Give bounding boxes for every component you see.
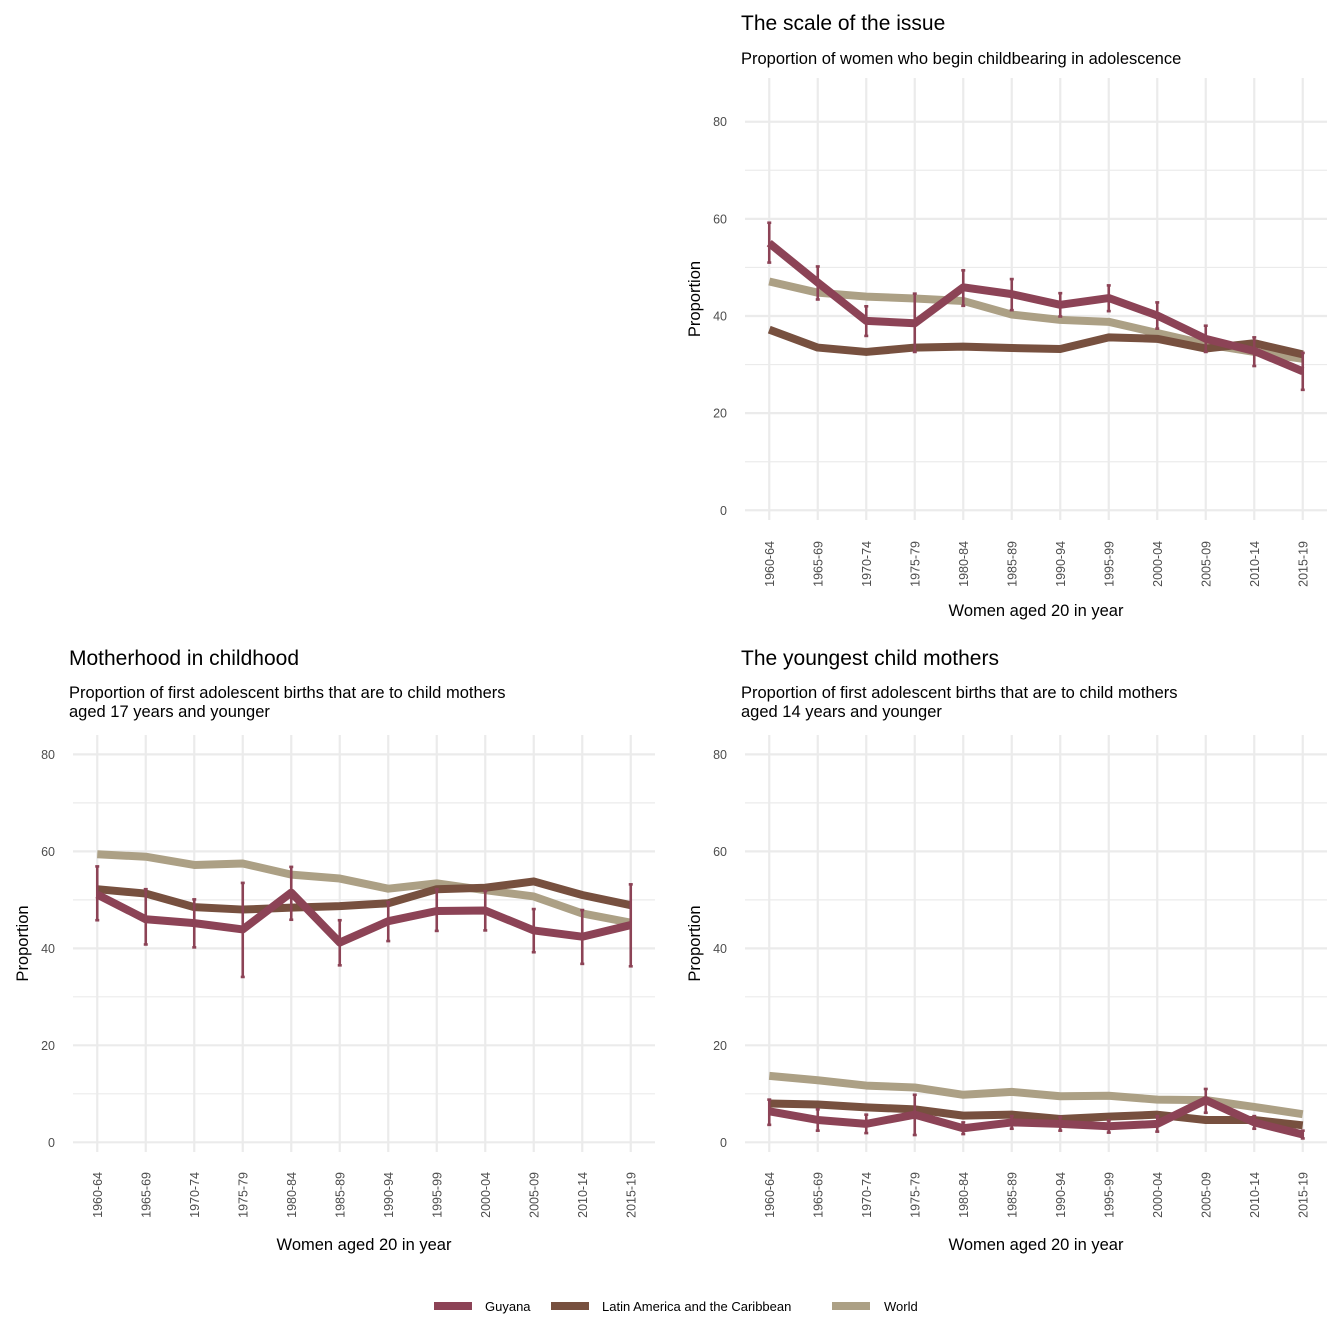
x-tick-label: 2010-14 [1248, 1172, 1262, 1218]
legend-label: Latin America and the Caribbean [602, 1299, 791, 1314]
y-tick-label: 80 [41, 748, 55, 762]
panel-subtitle: Proportion of first adolescent births th… [741, 684, 1178, 702]
y-axis-label: Proportion [686, 261, 704, 337]
x-tick-label: 2000-04 [1151, 1172, 1165, 1218]
x-tick-label: 1970-74 [860, 541, 874, 587]
x-tick-label: 1965-69 [139, 1172, 153, 1218]
x-tick-label: 1995-99 [1102, 1172, 1116, 1218]
x-tick-label: 1980-84 [957, 1172, 971, 1218]
x-tick-label: 1985-89 [1005, 541, 1019, 587]
panel-title: The youngest child mothers [741, 647, 999, 670]
panel-title: The scale of the issue [741, 12, 945, 35]
x-tick-label: 1960-64 [91, 1172, 105, 1218]
x-tick-label: 2010-14 [1248, 541, 1262, 587]
x-tick-label: 2015-19 [624, 1172, 638, 1218]
x-tick-label: 1965-69 [811, 541, 825, 587]
y-axis-label: Proportion [14, 905, 32, 981]
y-tick-label: 60 [713, 212, 727, 226]
y-tick-label: 0 [720, 504, 727, 518]
panel-subtitle: Proportion of first adolescent births th… [69, 684, 506, 702]
x-tick-label: 2015-19 [1296, 1172, 1310, 1218]
x-tick-label: 1975-79 [236, 1172, 250, 1218]
series-line [97, 850, 632, 927]
x-tick-label: 1960-64 [763, 541, 777, 587]
x-axis-label: Women aged 20 in year [949, 1236, 1124, 1254]
x-tick-label: 1960-64 [763, 1172, 777, 1218]
x-tick-label: 2005-09 [1199, 541, 1213, 587]
series-line [769, 1099, 1304, 1130]
series-line [768, 1096, 1304, 1139]
y-axis-label: Proportion [686, 905, 704, 981]
x-tick-label: 1990-94 [382, 1172, 396, 1218]
series-latin-america-and-the-caribbean [767, 325, 1304, 359]
grid [745, 735, 1327, 1152]
x-tick-label: 2005-09 [527, 1172, 541, 1218]
legend-label: World [884, 1299, 918, 1314]
y-tick-label: 60 [41, 845, 55, 859]
y-tick-label: 20 [713, 1039, 727, 1053]
x-tick-label: 1995-99 [430, 1172, 444, 1218]
series-line [95, 888, 632, 947]
x-tick-label: 1965-69 [811, 1172, 825, 1218]
x-tick-label: 2000-04 [1151, 541, 1165, 587]
y-tick-label: 60 [713, 845, 727, 859]
series-line [766, 240, 1305, 376]
y-tick-label: 80 [713, 748, 727, 762]
x-axis-label: Women aged 20 in year [277, 1236, 452, 1254]
y-tick-label: 40 [41, 942, 55, 956]
y-tick-label: 20 [41, 1039, 55, 1053]
series-world [97, 850, 632, 927]
legend: Guyana Latin America and the Caribbean Wor… [434, 1299, 918, 1314]
x-tick-label: 1980-84 [957, 541, 971, 587]
y-tick-label: 40 [713, 942, 727, 956]
y-tick-label: 0 [720, 1136, 727, 1150]
chart-panel-2: Motherhood in childhood Proportion of fir… [14, 647, 655, 1254]
y-tick-label: 40 [713, 310, 727, 324]
x-tick-label: 1985-89 [333, 1172, 347, 1218]
y-tick-label: 0 [48, 1136, 55, 1150]
chart-panel-1: The scale of the issue Proportion of wome… [686, 12, 1327, 620]
series-guyana [766, 221, 1305, 392]
x-tick-label: 1985-89 [1005, 1172, 1019, 1218]
x-axis-label: Women aged 20 in year [949, 602, 1124, 620]
y-tick-label: 80 [713, 115, 727, 129]
panel-subtitle: aged 17 years and younger [69, 703, 270, 721]
x-tick-label: 2010-14 [576, 1172, 590, 1218]
x-tick-label: 1970-74 [188, 1172, 202, 1218]
y-tick-label: 20 [713, 407, 727, 421]
legend-label: Guyana [485, 1299, 531, 1314]
x-tick-label: 1990-94 [1054, 541, 1068, 587]
x-tick-label: 2015-19 [1296, 541, 1310, 587]
series-latin-america-and-the-caribbean [769, 1099, 1304, 1130]
x-tick-label: 1975-79 [908, 1172, 922, 1218]
x-tick-label: 1995-99 [1102, 541, 1116, 587]
series-guyana [767, 1087, 1305, 1140]
x-tick-label: 2000-04 [479, 1172, 493, 1218]
panel-subtitle: Proportion of women who begin childbeari… [741, 50, 1181, 68]
x-tick-label: 1970-74 [860, 1172, 874, 1218]
series-line [767, 325, 1304, 359]
series-guyana [95, 865, 633, 979]
chart-panel-3: The youngest child mothers Proportion of … [686, 647, 1327, 1254]
x-tick-label: 2005-09 [1199, 1172, 1213, 1218]
x-tick-label: 1990-94 [1054, 1172, 1068, 1218]
panel-title: Motherhood in childhood [69, 647, 299, 670]
x-tick-label: 1980-84 [285, 1172, 299, 1218]
series-line [96, 877, 632, 914]
panel-subtitle: aged 14 years and younger [741, 703, 942, 721]
x-tick-label: 1975-79 [908, 541, 922, 587]
series-latin-america-and-the-caribbean [96, 877, 632, 914]
grid [73, 735, 655, 1152]
